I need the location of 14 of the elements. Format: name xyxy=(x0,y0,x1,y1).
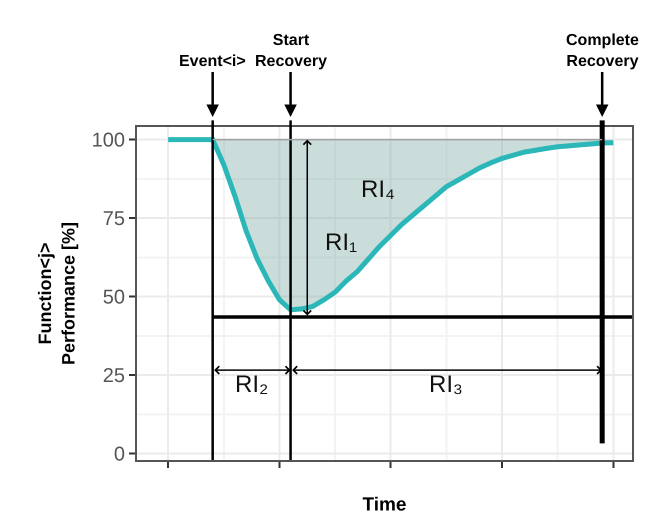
text: Event<i> xyxy=(179,53,246,70)
annotation: RI₄ xyxy=(361,176,395,203)
text: Start Recovery xyxy=(255,32,328,70)
annotation: RI₂ xyxy=(235,371,268,398)
y-tick-label: 100 xyxy=(92,130,125,152)
annotation: RI₃ xyxy=(429,371,463,398)
annotation: RI₁ xyxy=(325,229,358,256)
x-axis-title: Time xyxy=(362,494,407,516)
y-tick-label: 75 xyxy=(102,208,125,230)
y-tick-label: 25 xyxy=(102,365,125,388)
y-tick-label: 50 xyxy=(102,286,125,309)
y-tick-label: 0 xyxy=(114,444,125,466)
y-axis-title: Function<j> Performance [%] xyxy=(34,222,78,366)
text: Complete Recovery xyxy=(566,32,639,70)
